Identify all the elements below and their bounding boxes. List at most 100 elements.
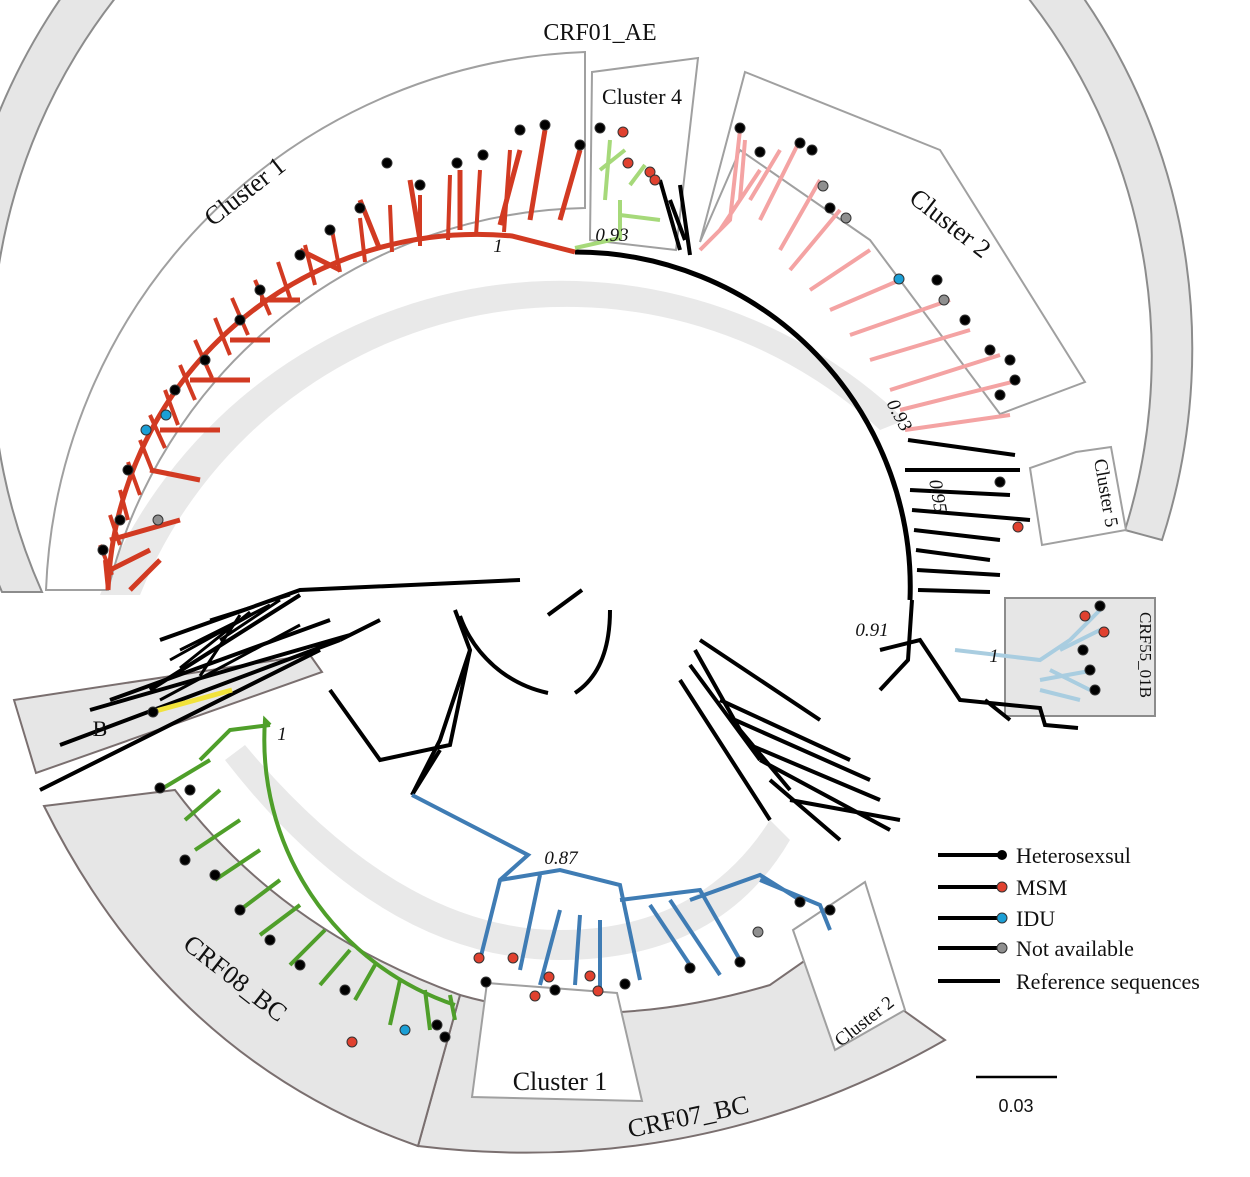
annotation-bands — [0, 0, 1194, 1154]
crf01-cluster5-branches — [905, 438, 1031, 594]
tip-idu — [160, 409, 172, 421]
ref-cluster-right-2 — [879, 637, 1079, 730]
tip-heterosexual — [294, 959, 306, 971]
tip-heterosexual — [254, 284, 266, 296]
tip-heterosexual — [431, 1019, 443, 1031]
tip-heterosexual — [439, 1031, 451, 1043]
tip-heterosexual — [994, 476, 1006, 488]
tip-heterosexual — [480, 976, 492, 988]
cluster1-bottom-panel — [470, 981, 644, 1103]
tip-msm — [592, 985, 604, 997]
tip-heterosexual — [184, 784, 196, 796]
support-cluster5: 0.95 — [924, 478, 950, 514]
cluster1-bottom-label: Cluster 1 — [513, 1067, 608, 1096]
tip-heterosexual — [684, 962, 696, 974]
crf01-ae-label: CRF01_AE — [543, 20, 656, 46]
scale-bar-label: 0.03 — [998, 1096, 1033, 1116]
legend-marker-idu — [996, 912, 1008, 924]
tip-heterosexual — [294, 249, 306, 261]
cluster2-top-panel — [699, 70, 1087, 416]
tip-msm — [584, 970, 596, 982]
tip-heterosexual — [824, 202, 836, 214]
legend-marker-heterosexual — [997, 850, 1007, 860]
tip-heterosexual — [1089, 684, 1101, 696]
legend: Heterosexsul MSM IDU Not available Refer… — [938, 843, 1200, 994]
tip-msm — [473, 952, 485, 964]
tip-msm — [529, 990, 541, 1002]
cluster5-panel — [1028, 445, 1128, 547]
tip-heterosexual — [169, 384, 181, 396]
crf08-band — [42, 788, 462, 1148]
support-crf55: 0.91 — [855, 620, 888, 641]
crf01-backbone-b — [878, 599, 914, 692]
tip-heterosexual — [234, 314, 246, 326]
tip-msm — [543, 971, 555, 983]
legend-item-reference: Reference sequences — [938, 969, 1200, 994]
tip-msm — [1012, 521, 1024, 533]
tip-heterosexual — [324, 224, 336, 236]
crf55-clade — [954, 608, 1102, 702]
ref-cluster-right — [678, 638, 901, 842]
tip-idu — [140, 424, 152, 436]
tip-msm — [1098, 626, 1110, 638]
ref-left-fan — [159, 593, 301, 702]
tip-msm — [649, 174, 661, 186]
tip-heterosexual — [574, 139, 586, 151]
tip-heterosexual — [794, 137, 806, 149]
tip-msm — [507, 952, 519, 964]
tip-heterosexual — [264, 934, 276, 946]
inner-grey-ring-bottom — [225, 745, 790, 960]
tip-heterosexual — [122, 464, 134, 476]
tip-heterosexual — [451, 157, 463, 169]
ref-left — [39, 578, 521, 796]
tip-heterosexual — [594, 122, 606, 134]
legend-item-msm: MSM — [938, 875, 1067, 900]
cluster2-bottom-panel — [791, 880, 907, 1052]
root-branch-1 — [546, 588, 584, 617]
tree-branches — [39, 129, 1102, 1031]
legend-label-heterosexual: Heterosexsul — [1016, 843, 1131, 868]
crf01-ae-band — [0, 0, 1194, 593]
tip-heterosexual — [1009, 374, 1021, 386]
tip-msm — [622, 157, 634, 169]
tip-msm — [617, 126, 629, 138]
legend-label-idu: IDU — [1016, 906, 1055, 931]
tip-heterosexual — [539, 119, 551, 131]
tip-heterosexual — [824, 904, 836, 916]
legend-label-not-available: Not available — [1016, 936, 1134, 961]
b-label: B — [93, 716, 108, 741]
tip-idu — [399, 1024, 411, 1036]
crf01-backbone — [574, 249, 913, 601]
tip-not-available — [817, 180, 829, 192]
crf01-cluster2-clade — [698, 129, 1021, 432]
tip-heterosexual — [381, 157, 393, 169]
crf01-cluster4-clade — [574, 139, 661, 250]
support-cluster4: 0.93 — [595, 225, 628, 246]
tip-heterosexual — [994, 389, 1006, 401]
tip-heterosexual — [984, 344, 996, 356]
b-clade — [151, 687, 233, 715]
tip-heterosexual — [1084, 664, 1096, 676]
tip-heterosexual — [147, 706, 159, 718]
tip-idu — [893, 273, 905, 285]
ref-center-bottom — [328, 649, 472, 797]
legend-marker-not-available — [996, 942, 1008, 954]
support-crf55-inner: 1 — [989, 646, 999, 667]
legend-item-heterosexual: Heterosexsul — [938, 843, 1131, 868]
tip-heterosexual — [234, 904, 246, 916]
root-backbone-arc-2 — [573, 609, 612, 695]
tip-heterosexual — [1077, 644, 1089, 656]
tip-heterosexual — [1004, 354, 1016, 366]
tip-heterosexual — [97, 544, 109, 556]
support-crf08: 1 — [277, 724, 287, 745]
cluster4-label: Cluster 4 — [602, 84, 682, 109]
tip-heterosexual — [354, 202, 366, 214]
tip-heterosexual — [619, 978, 631, 990]
legend-label-msm: MSM — [1016, 875, 1067, 900]
tip-heterosexual — [514, 124, 526, 136]
tip-heterosexual — [549, 984, 561, 996]
tip-msm — [1079, 610, 1091, 622]
tip-not-available — [938, 294, 950, 306]
tip-heterosexual — [477, 149, 489, 161]
